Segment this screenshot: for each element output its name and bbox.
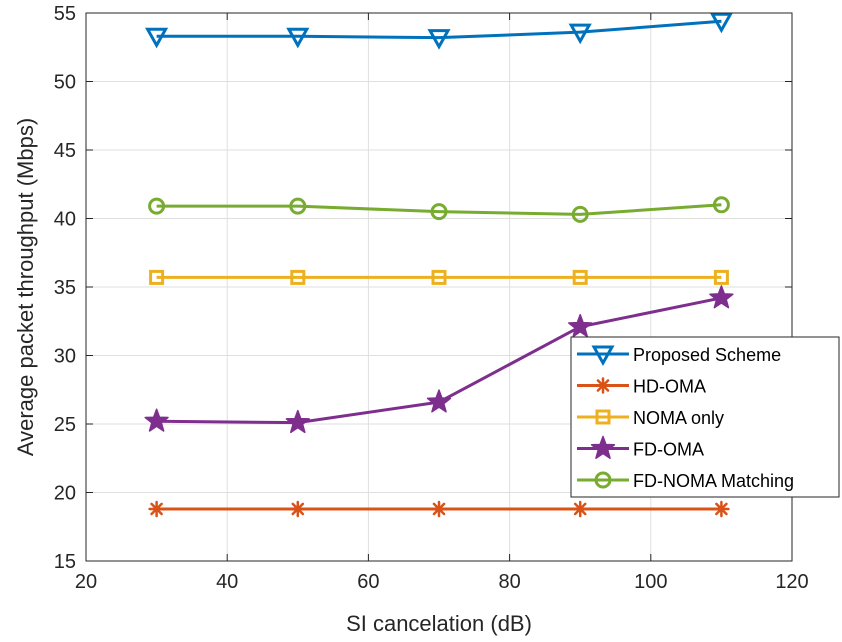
x-tick-label: 60	[357, 571, 379, 593]
data-point	[145, 27, 169, 49]
y-tick-label: 20	[54, 483, 76, 505]
y-tick-label: 35	[54, 277, 76, 299]
data-point	[431, 269, 447, 285]
y-tick-label: 55	[54, 3, 76, 25]
series-hd-oma	[148, 500, 730, 518]
data-point	[290, 269, 306, 285]
data-point	[709, 285, 734, 309]
y-tick-label: 45	[54, 140, 76, 162]
x-axis-title: SI cancelation (dB)	[346, 611, 532, 636]
legend-label: Proposed Scheme	[633, 345, 781, 365]
data-point	[289, 500, 307, 518]
series-line	[156, 203, 722, 216]
data-point	[571, 205, 589, 223]
legend-label: HD-OMA	[633, 377, 706, 397]
y-tick-label: 40	[54, 209, 76, 231]
x-tick-label: 120	[775, 571, 808, 593]
legend: Proposed Scheme HD-OMA NOMA only FD-OMA FD-N…	[570, 336, 840, 498]
data-point	[571, 500, 589, 518]
data-point	[426, 389, 452, 413]
x-tick-label: 80	[498, 571, 520, 593]
data-point	[713, 269, 729, 285]
legend-label: FD-NOMA Matching	[633, 471, 794, 491]
legend-item: Proposed Scheme	[577, 345, 781, 367]
data-point	[148, 500, 165, 518]
y-tick-label: 50	[54, 72, 76, 94]
legend-item: NOMA only	[577, 408, 724, 428]
data-point	[572, 269, 588, 285]
data-point	[289, 197, 307, 215]
series-layer	[144, 12, 734, 518]
data-point	[568, 313, 593, 338]
y-axis-title: Average packet throughput (Mbps)	[13, 118, 38, 456]
legend-marker	[591, 345, 615, 367]
series-proposed-scheme	[145, 12, 733, 50]
data-point	[430, 500, 448, 518]
y-tick-label: 25	[54, 414, 76, 436]
legend-marker	[590, 435, 616, 459]
legend-item: HD-OMA	[577, 377, 706, 397]
x-tick-label: 100	[634, 571, 667, 593]
legend-item: FD-OMA	[577, 435, 704, 460]
series-noma-only	[149, 269, 729, 285]
data-point	[712, 196, 730, 214]
data-point	[148, 197, 166, 215]
data-point	[709, 12, 733, 34]
series-line	[156, 19, 722, 40]
legend-label: FD-OMA	[633, 440, 704, 460]
series-fd-noma-matching	[148, 196, 730, 223]
legend-marker	[594, 377, 612, 394]
legend-marker	[595, 409, 611, 425]
data-point	[427, 29, 451, 50]
x-tick-label: 20	[75, 571, 97, 593]
x-tick-label: 40	[216, 571, 238, 593]
data-point	[713, 500, 730, 518]
data-point	[149, 269, 165, 285]
y-tick-label: 15	[54, 551, 76, 573]
legend-label: NOMA only	[633, 408, 724, 428]
legend-marker	[594, 471, 612, 489]
data-point	[430, 203, 448, 221]
y-tick-label: 30	[54, 346, 76, 368]
series-fd-oma	[144, 285, 734, 434]
data-point	[285, 409, 310, 434]
data-point	[568, 23, 592, 45]
data-point	[286, 27, 310, 49]
legend-item: FD-NOMA Matching	[577, 471, 794, 491]
data-point	[144, 408, 169, 432]
